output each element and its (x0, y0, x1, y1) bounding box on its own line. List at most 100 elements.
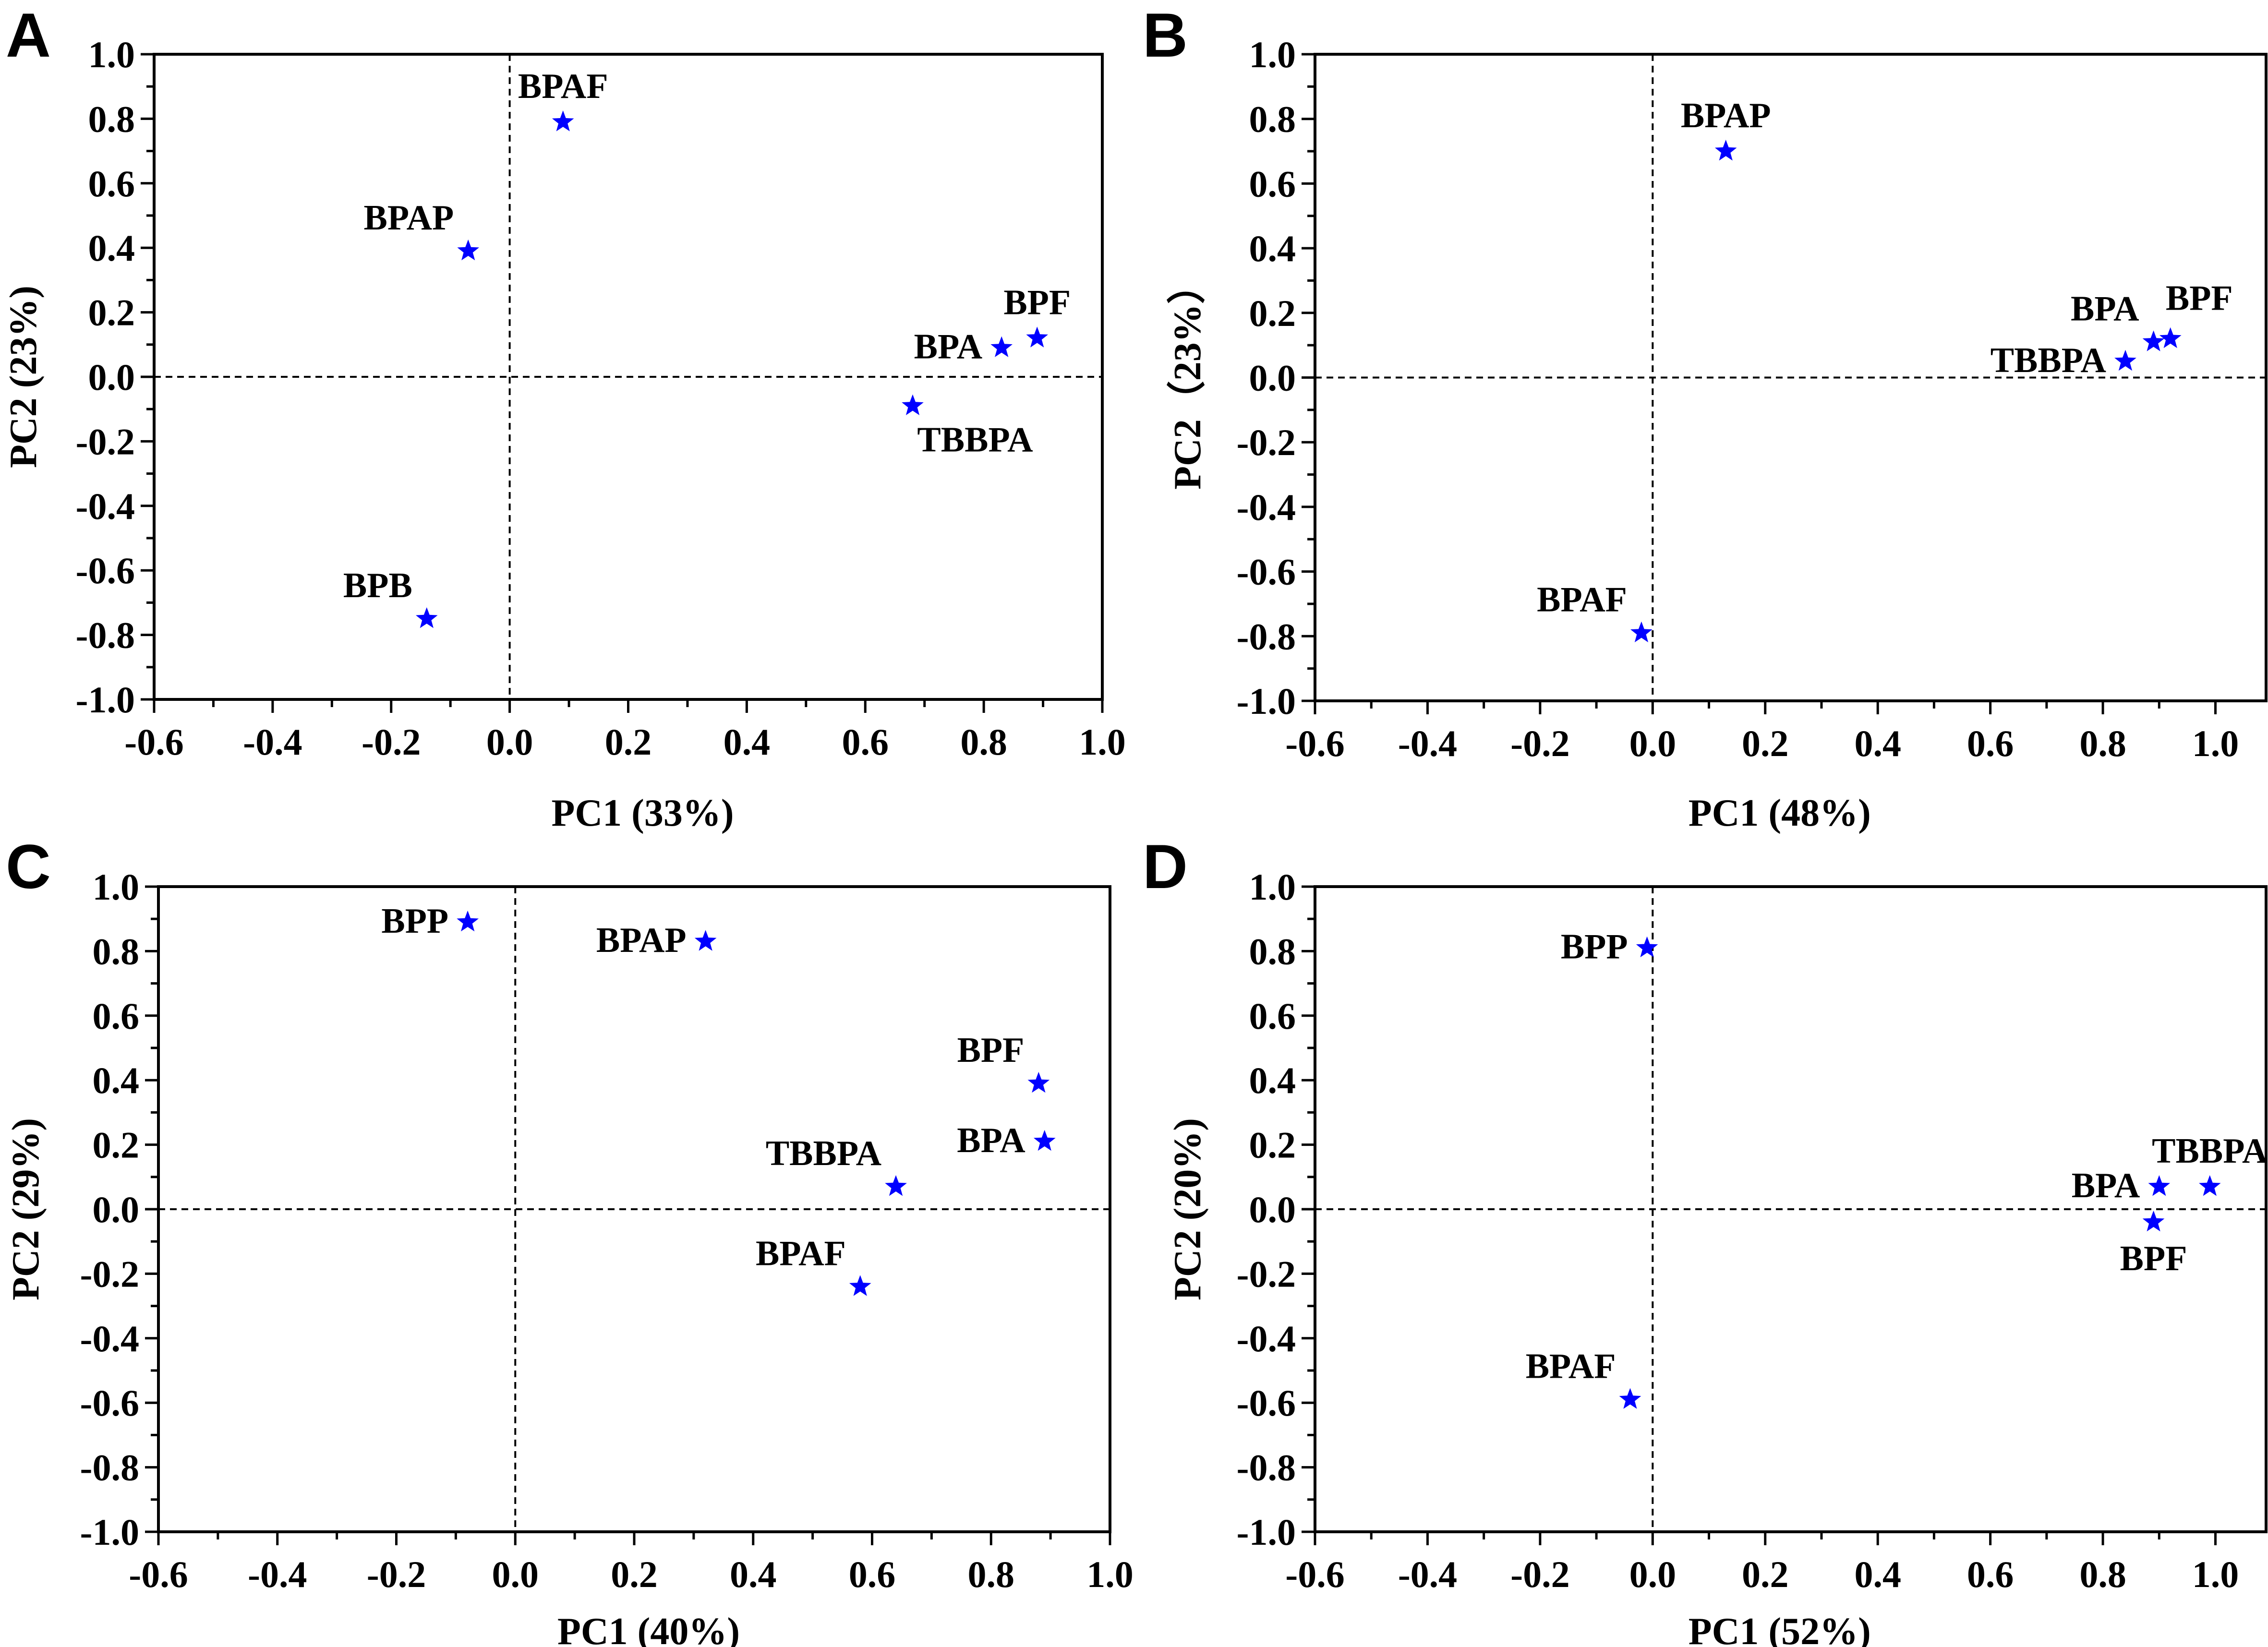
panel-letter: A (6, 0, 51, 70)
data-point-bpaf (1619, 1388, 1641, 1409)
data-point-bpap (694, 930, 717, 951)
data-point-tbbpa (902, 394, 924, 415)
y-tick-label: -0.2 (1237, 1253, 1296, 1295)
x-tick-label: -0.2 (367, 1553, 426, 1595)
x-tick-label: 0.4 (1854, 1553, 1901, 1595)
x-tick-label: 0.0 (486, 721, 533, 763)
data-point-tbbpa (2199, 1175, 2221, 1196)
x-tick-label: 1.0 (2192, 722, 2239, 764)
y-axis-title: PC2 (20%) (1167, 1118, 1209, 1300)
point-label: BPAF (1537, 580, 1627, 620)
x-tick-label: 0.8 (2079, 1553, 2126, 1595)
point-label: TBBPA (1991, 341, 2106, 380)
point-label: BPA (2072, 1166, 2140, 1205)
panel-a: A -0.6 -0.4 -0.2 0.0 0.2 0.4 0.6 0.8 1.0 -1.0 -0.8 -… (2, 0, 1126, 834)
data-point-bpa (990, 336, 1013, 357)
x-tick-label: -0.6 (1285, 722, 1344, 764)
point-label: BPAF (756, 1234, 846, 1273)
x-tick-label: 0.0 (1629, 1553, 1677, 1595)
point-label: BPF (2166, 279, 2233, 318)
panel-letter: C (6, 831, 51, 902)
x-tick-label: 1.0 (1079, 721, 1126, 763)
y-tick-label: -0.6 (1237, 551, 1296, 593)
point-label: BPAP (596, 921, 687, 960)
x-tick-label: -0.2 (1510, 1553, 1569, 1595)
x-tick-label: 0.0 (1629, 722, 1677, 764)
y-tick-label: 0.6 (88, 163, 135, 204)
y-tick-label: 0.8 (1249, 98, 1296, 140)
point-label: BPAF (1526, 1346, 1616, 1386)
y-tick-label: -0.8 (80, 1447, 139, 1489)
data-point-bpaf (849, 1275, 871, 1296)
y-tick-label: 1.0 (1249, 866, 1296, 908)
x-tick-label: 1.0 (2192, 1553, 2239, 1595)
x-tick-label: -0.4 (248, 1553, 307, 1595)
y-tick-label: 1.0 (93, 866, 140, 908)
point-label: BPF (957, 1031, 1025, 1070)
point-label: BPP (1561, 927, 1628, 967)
y-tick-label: 0.2 (88, 292, 135, 334)
y-tick-label: 0.6 (1249, 995, 1296, 1037)
y-tick-label: -0.8 (1237, 615, 1296, 657)
data-point-tbbpa (885, 1175, 907, 1196)
data-point-bpb (416, 607, 438, 628)
y-tick-label: 0.0 (1249, 357, 1296, 399)
y-tick-label: 1.0 (88, 34, 135, 75)
point-label: BPA (957, 1121, 1025, 1160)
x-axis-title: PC1 (52%) (1689, 1611, 1871, 1647)
y-tick-label: 0.2 (1249, 1124, 1296, 1166)
data-point-bpaf (1630, 621, 1653, 642)
y-tick-label: -1.0 (80, 1511, 139, 1553)
x-tick-label: -0.6 (129, 1553, 188, 1595)
y-tick-label: 0.4 (88, 227, 135, 269)
y-tick-label: -1.0 (76, 679, 135, 721)
data-point-bpa (1033, 1130, 1056, 1151)
y-tick-label: -1.0 (1237, 1511, 1296, 1553)
data-point-bpa (2148, 1175, 2171, 1196)
y-tick-label: 0.8 (1249, 930, 1296, 972)
panel-d: D -0.6 -0.4 -0.2 0.0 0.2 0.4 0.6 0.8 1.0 -1.0 -0.8 -… (1143, 831, 2268, 1647)
x-tick-label: 0.4 (724, 721, 771, 763)
x-tick-label: 0.2 (1742, 722, 1789, 764)
x-tick-label: 0.4 (730, 1553, 777, 1595)
point-label: BPB (343, 566, 412, 605)
x-tick-label: -0.4 (243, 721, 302, 763)
y-tick-label: 1.0 (1249, 34, 1296, 75)
x-tick-label: 0.8 (968, 1553, 1015, 1595)
panel-letter: D (1143, 831, 1188, 902)
x-tick-label: 0.0 (492, 1553, 539, 1595)
data-point-bpf (2159, 327, 2182, 349)
point-label: TBBPA (2152, 1131, 2268, 1171)
data-point-tbbpa (2114, 349, 2136, 371)
panel-letter: B (1143, 0, 1188, 70)
x-tick-label: 0.8 (2079, 722, 2126, 764)
y-tick-label: -0.8 (1237, 1447, 1296, 1489)
x-tick-label: 0.6 (849, 1553, 896, 1595)
panel-b: B -0.6 -0.4 -0.2 0.0 0.2 0.4 0.6 0.8 1.0 -1.0 -0.8 -… (1143, 0, 2268, 834)
panel-c: C -0.6 -0.4 -0.2 0.0 0.2 0.4 0.6 0.8 1.0 -1.0 -0.8 -… (5, 831, 1134, 1647)
y-axis-title: PC2 (29%) (5, 1118, 47, 1300)
y-tick-label: 0.0 (1249, 1189, 1296, 1230)
y-tick-label: -0.2 (80, 1253, 139, 1295)
y-tick-label: 0.6 (1249, 163, 1296, 204)
y-axis-title: PC2（23%） (1167, 265, 1209, 490)
point-label: BPA (914, 327, 983, 367)
x-tick-label: 0.6 (1967, 722, 2014, 764)
point-label: BPF (1003, 283, 1071, 322)
x-tick-label: -0.4 (1398, 1553, 1457, 1595)
data-point-bpap (1714, 140, 1737, 161)
y-tick-label: -0.4 (76, 485, 135, 527)
x-tick-label: -0.2 (1510, 722, 1569, 764)
x-tick-label: 0.6 (1967, 1553, 2014, 1595)
y-tick-label: 0.6 (93, 995, 140, 1037)
data-point-bpp (1636, 936, 1658, 958)
data-point-bpp (457, 910, 479, 932)
y-tick-label: -0.6 (76, 550, 135, 591)
x-tick-label: -0.4 (1398, 722, 1457, 764)
y-tick-label: -0.4 (1237, 486, 1296, 528)
x-tick-label: 0.2 (611, 1553, 658, 1595)
y-tick-label: -0.4 (80, 1318, 139, 1359)
point-label: TBBPA (766, 1134, 881, 1173)
y-tick-label: -1.0 (1237, 680, 1296, 722)
